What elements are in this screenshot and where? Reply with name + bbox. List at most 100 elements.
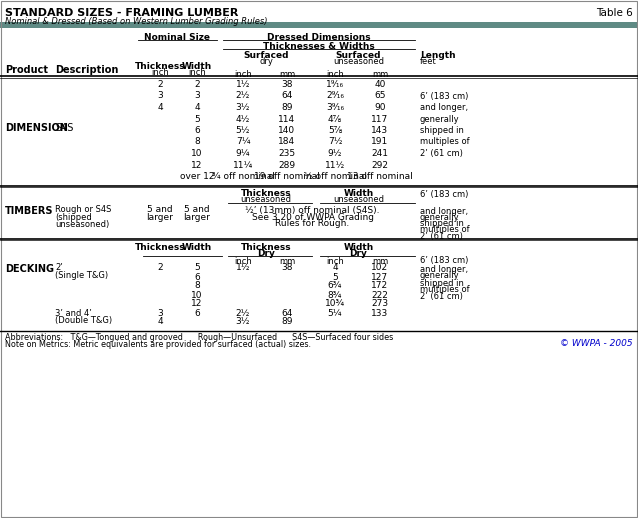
- Text: 6’ (183 cm): 6’ (183 cm): [420, 190, 468, 198]
- Text: inch: inch: [234, 256, 252, 266]
- Text: Thickness: Thickness: [135, 242, 185, 252]
- Text: 64: 64: [281, 309, 293, 318]
- Text: 235: 235: [278, 149, 295, 158]
- Text: Table 6: Table 6: [597, 8, 633, 18]
- Text: Rules for Rough.: Rules for Rough.: [276, 220, 350, 228]
- Text: larger: larger: [147, 212, 174, 222]
- Text: 5: 5: [194, 114, 200, 123]
- Text: 40: 40: [375, 80, 386, 89]
- Text: 2’ (61 cm): 2’ (61 cm): [420, 149, 463, 158]
- Text: 3: 3: [194, 92, 200, 100]
- Text: over 12: over 12: [180, 172, 214, 181]
- Text: 6¾: 6¾: [328, 281, 342, 291]
- Text: 2: 2: [157, 80, 163, 89]
- Text: 89: 89: [281, 103, 293, 112]
- Text: shipped in: shipped in: [420, 220, 464, 228]
- Text: Product: Product: [5, 65, 48, 75]
- Text: 3: 3: [157, 309, 163, 318]
- Text: 5 and: 5 and: [147, 206, 173, 214]
- Text: ¾ off nominal: ¾ off nominal: [212, 172, 274, 181]
- Text: Surfaced: Surfaced: [336, 51, 382, 60]
- Text: inch: inch: [234, 70, 252, 79]
- Text: 6: 6: [194, 309, 200, 318]
- Text: Nominal Size: Nominal Size: [144, 33, 211, 42]
- Text: inch: inch: [326, 70, 344, 79]
- Text: 2½: 2½: [236, 92, 250, 100]
- Text: 8: 8: [194, 281, 200, 291]
- Text: 9¼: 9¼: [236, 149, 250, 158]
- Text: 241: 241: [371, 149, 389, 158]
- Text: (Single T&G): (Single T&G): [55, 270, 108, 280]
- Text: 191: 191: [371, 137, 389, 147]
- Text: DECKING: DECKING: [5, 264, 54, 274]
- Text: 8: 8: [194, 137, 200, 147]
- Text: generally: generally: [420, 213, 459, 223]
- Text: Dry: Dry: [257, 249, 275, 257]
- Text: unseasoned: unseasoned: [241, 195, 292, 205]
- Text: 5 and: 5 and: [184, 206, 210, 214]
- Text: Thicknesses & Widths: Thicknesses & Widths: [263, 42, 375, 51]
- Text: Nominal & Dressed (Based on Western Lumber Grading Rules): Nominal & Dressed (Based on Western Lumb…: [5, 17, 267, 26]
- Text: (Double T&G): (Double T&G): [55, 315, 112, 324]
- Text: inch: inch: [151, 68, 169, 77]
- Text: 117: 117: [371, 114, 389, 123]
- Text: 5: 5: [332, 272, 338, 281]
- Text: Description: Description: [55, 65, 119, 75]
- Text: and longer,: and longer,: [420, 265, 468, 274]
- Text: 11½: 11½: [325, 161, 345, 169]
- Text: Note on Metrics: Metric equivalents are provided for surfaced (actual) sizes.: Note on Metrics: Metric equivalents are …: [5, 340, 311, 349]
- Text: 1½: 1½: [236, 80, 250, 89]
- Text: 2⁹⁄₁₆: 2⁹⁄₁₆: [326, 92, 344, 100]
- Text: multiples of: multiples of: [420, 285, 470, 295]
- Text: 143: 143: [371, 126, 389, 135]
- Text: TIMBERS: TIMBERS: [5, 206, 54, 215]
- Text: (shipped: (shipped: [55, 212, 92, 222]
- Text: Rough or S4S: Rough or S4S: [55, 206, 112, 214]
- Text: © WWPA - 2005: © WWPA - 2005: [560, 339, 633, 349]
- Text: shipped in: shipped in: [420, 279, 464, 287]
- Text: 2’ (61 cm): 2’ (61 cm): [420, 293, 463, 301]
- Text: generally: generally: [420, 114, 459, 123]
- Text: inch: inch: [326, 256, 344, 266]
- Text: 6: 6: [194, 126, 200, 135]
- Text: STANDARD SIZES - FRAMING LUMBER: STANDARD SIZES - FRAMING LUMBER: [5, 8, 239, 18]
- Text: multiples of: multiples of: [420, 137, 470, 147]
- Text: Surfaced: Surfaced: [243, 51, 289, 60]
- Text: Abbreviations:   T&G—Tongued and grooved      Rough—Unsurfaced      S4S—Surfaced: Abbreviations: T&G—Tongued and grooved R…: [5, 334, 393, 342]
- Text: 4: 4: [157, 318, 163, 326]
- Text: 8¾: 8¾: [328, 291, 342, 299]
- Text: 6: 6: [194, 272, 200, 281]
- Text: 3½: 3½: [236, 318, 250, 326]
- Text: 4½: 4½: [236, 114, 250, 123]
- Text: and longer,: and longer,: [420, 103, 468, 112]
- Text: 3⁹⁄₁₆: 3⁹⁄₁₆: [326, 103, 344, 112]
- Text: 5: 5: [194, 264, 200, 272]
- Text: Width: Width: [343, 190, 374, 198]
- Text: 273: 273: [371, 299, 389, 309]
- Text: dry: dry: [259, 57, 273, 66]
- Text: inch: inch: [188, 68, 206, 77]
- Text: DIMENSION: DIMENSION: [5, 123, 68, 133]
- Text: ½’ (13mm) off nominal (S4S).: ½’ (13mm) off nominal (S4S).: [245, 206, 380, 214]
- Text: 2’: 2’: [55, 264, 63, 272]
- Text: 65: 65: [375, 92, 386, 100]
- Text: Width: Width: [182, 62, 212, 71]
- Text: 19 off nominal: 19 off nominal: [254, 172, 320, 181]
- Text: Width: Width: [182, 242, 212, 252]
- Text: mm: mm: [372, 256, 388, 266]
- Text: 1⁹⁄₁₆: 1⁹⁄₁₆: [326, 80, 344, 89]
- Text: 6’ (183 cm): 6’ (183 cm): [420, 92, 468, 100]
- Text: S4S: S4S: [55, 123, 73, 133]
- Text: 127: 127: [371, 272, 389, 281]
- Text: 12: 12: [191, 161, 203, 169]
- Text: 2½: 2½: [236, 309, 250, 318]
- Text: 222: 222: [371, 291, 389, 299]
- Text: 3½: 3½: [236, 103, 250, 112]
- Text: 2: 2: [157, 264, 163, 272]
- Text: 172: 172: [371, 281, 389, 291]
- Text: 2: 2: [194, 80, 200, 89]
- Text: 38: 38: [281, 264, 293, 272]
- Text: 10¾: 10¾: [325, 299, 345, 309]
- Text: 90: 90: [375, 103, 386, 112]
- Text: See 3.20 of WWPA Grading: See 3.20 of WWPA Grading: [251, 212, 373, 222]
